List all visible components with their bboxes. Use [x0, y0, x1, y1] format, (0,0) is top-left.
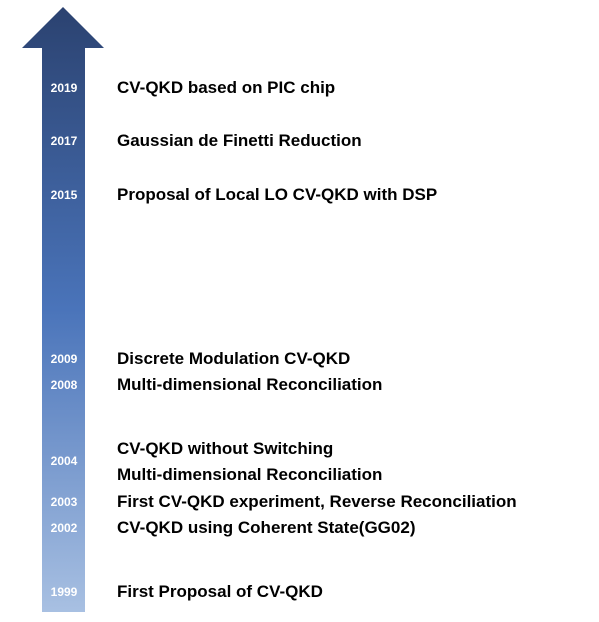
year-label-2008: 2008 [50, 378, 78, 392]
milestone-2003: First CV-QKD experiment, Reverse Reconci… [117, 492, 517, 511]
year-label-1999: 1999 [50, 585, 78, 599]
milestone-2009: Discrete Modulation CV-QKD [117, 349, 351, 368]
milestone-2004-b: Multi-dimensional Reconciliation [117, 465, 383, 484]
year-label-2017: 2017 [50, 134, 78, 148]
timeline-arrow [22, 7, 104, 612]
year-label-2009: 2009 [50, 352, 78, 366]
milestone-2008: Multi-dimensional Reconciliation [117, 375, 383, 394]
milestone-2015: Proposal of Local LO CV-QKD with DSP [117, 185, 438, 204]
year-label-2002: 2002 [50, 521, 78, 535]
year-label-2015: 2015 [50, 188, 78, 202]
milestone-2002: CV-QKD using Coherent State(GG02) [117, 518, 416, 537]
year-label-2003: 2003 [50, 495, 78, 509]
milestone-2004-a: CV-QKD without Switching [117, 439, 334, 458]
milestone-2017: Gaussian de Finetti Reduction [117, 131, 362, 150]
milestone-2019: CV-QKD based on PIC chip [117, 78, 336, 97]
milestone-1999: First Proposal of CV-QKD [117, 582, 323, 601]
year-label-2019: 2019 [50, 81, 78, 95]
arrow-shape [22, 7, 104, 612]
year-label-2004: 2004 [50, 454, 78, 468]
